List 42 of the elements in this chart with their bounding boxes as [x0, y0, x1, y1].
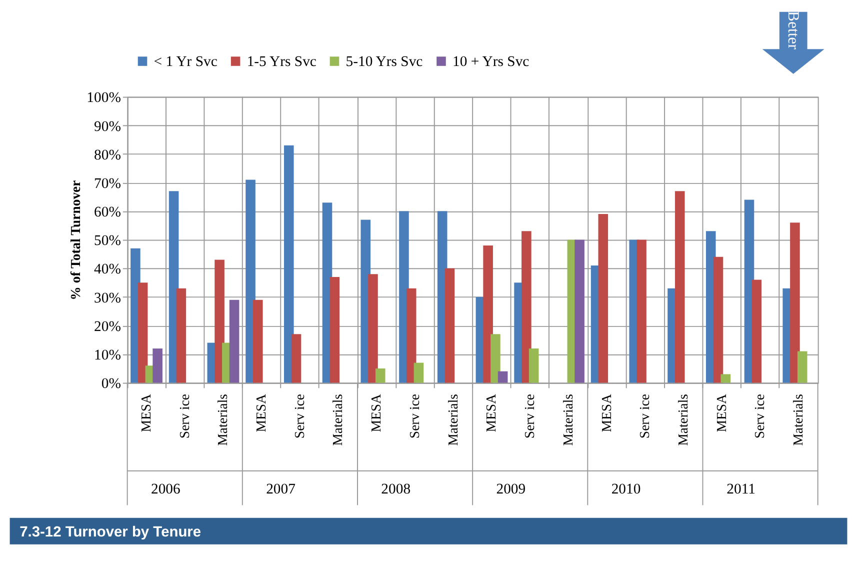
y-tick-label: 10% — [94, 348, 121, 364]
text: 2010 — [611, 481, 641, 498]
x-tick-label: MESA — [484, 394, 499, 432]
legend-label: < 1 Yr Svc — [154, 54, 218, 70]
text: 2008 — [381, 481, 411, 498]
x-tick-label: MESA — [714, 394, 729, 432]
x-tick-label: MESA — [254, 394, 269, 432]
x-tick-label: Serv ice — [752, 394, 768, 439]
y-tick-label: 100% — [86, 90, 121, 106]
y-tick-label: 20% — [94, 318, 121, 335]
x-tick-label: Serv ice — [522, 394, 538, 439]
y-tick-label: 70% — [94, 176, 121, 192]
y-tick-label: 30% — [94, 290, 121, 306]
x-tick-label: MESA — [138, 394, 154, 432]
text: 2009 — [496, 481, 526, 498]
x-tick-label: Materials — [675, 394, 690, 446]
x-tick-label: Materials — [330, 394, 346, 446]
x-tick-label: Materials — [560, 394, 576, 446]
text: Better — [784, 11, 802, 50]
y-tick-label: 50% — [94, 233, 121, 250]
y-tick-label: 40% — [94, 262, 121, 278]
legend-label: 10 + Yrs Svc — [452, 54, 530, 70]
text: 2007 — [266, 481, 296, 498]
x-tick-label: Materials — [445, 394, 460, 446]
y-tick-label: 80% — [94, 147, 121, 164]
y-tick-label: 60% — [94, 204, 121, 221]
x-tick-label: Serv ice — [292, 394, 307, 439]
x-tick-label: Materials — [790, 394, 806, 446]
text: 2011 — [726, 481, 756, 498]
y-tick-label: 0% — [101, 376, 121, 392]
legend-label: 1-5 Yrs Svc — [246, 54, 317, 70]
text: 2006 — [151, 481, 180, 498]
x-tick-label: Serv ice — [406, 394, 422, 439]
x-tick-label: MESA — [368, 394, 384, 432]
legend-label: 5-10 Yrs Svc — [346, 54, 424, 70]
y-axis-title: % of Total Turnover — [68, 180, 83, 300]
x-tick-label: Materials — [215, 394, 230, 446]
x-tick-label: MESA — [598, 394, 614, 432]
x-tick-label: Serv ice — [176, 394, 192, 439]
text: 7.3-12 Turnover by Tenure — [20, 524, 202, 541]
x-tick-label: Serv ice — [637, 394, 652, 439]
y-tick-label: 90% — [94, 118, 121, 135]
